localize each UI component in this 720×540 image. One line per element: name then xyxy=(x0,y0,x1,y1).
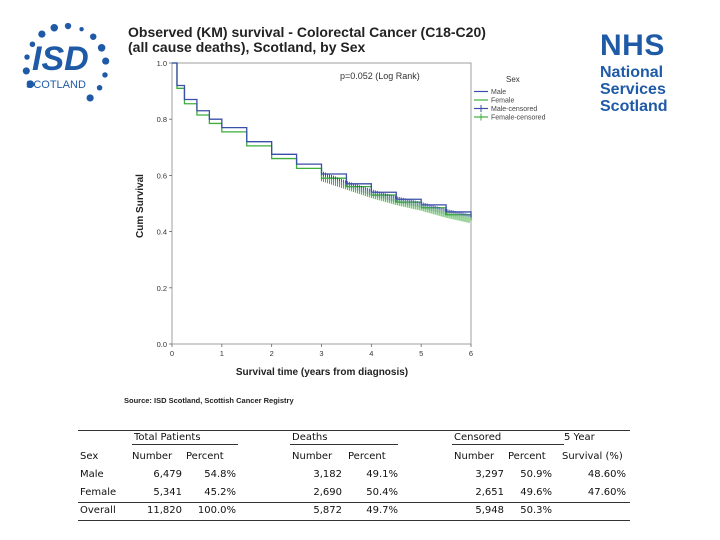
x-axis-label: Survival time (years from diagnosis) xyxy=(236,367,408,378)
y-axis-label: Cum Survival xyxy=(135,174,146,238)
table-cell: 50.9% xyxy=(520,469,552,480)
logo-dot xyxy=(96,84,103,91)
group-header-censored: Censored xyxy=(454,432,502,443)
censored-underline xyxy=(452,444,564,445)
table-cell: 49.1% xyxy=(366,469,398,480)
logo-dot xyxy=(90,33,97,40)
logo-dot xyxy=(79,26,84,32)
plot-area xyxy=(171,62,472,345)
y-tick-label: 0.2 xyxy=(157,284,167,293)
table-cell: 54.8% xyxy=(204,469,236,480)
logo-dot xyxy=(102,57,110,65)
legend-entry: Male xyxy=(491,89,506,96)
col-header: Number xyxy=(292,451,333,462)
logo-dot xyxy=(38,30,46,38)
total-patients-underline xyxy=(132,444,238,445)
logo-dot xyxy=(22,67,30,75)
nhs-nss-logo: NHS National Services Scotland xyxy=(600,28,685,115)
col-header: Percent xyxy=(508,451,546,462)
chart-title-line-1: Observed (KM) survival - Colorectal Canc… xyxy=(128,24,486,40)
chart-title-line-2: (all cause deaths), Scotland, by Sex xyxy=(128,39,366,55)
logo-dot xyxy=(50,23,59,32)
table-cell: 5,341 xyxy=(153,487,182,498)
group-header-5yr: 5 Year xyxy=(564,432,595,443)
x-tick-label: 6 xyxy=(469,349,473,358)
logo-dot xyxy=(97,44,106,52)
censored-marks-female xyxy=(321,175,470,223)
table-cell: 45.2% xyxy=(204,487,236,498)
row-label: Female xyxy=(80,487,117,498)
logo-dot xyxy=(102,72,108,78)
table-cell: 6,479 xyxy=(153,469,182,480)
x-tick-label: 1 xyxy=(220,349,224,358)
series-line-male xyxy=(172,62,472,218)
deaths-underline xyxy=(290,444,398,445)
col-header: Number xyxy=(132,451,173,462)
table-cell: 49.6% xyxy=(520,487,552,498)
y-tick-label: 0.6 xyxy=(157,171,167,180)
table-bottom-rule xyxy=(78,520,630,521)
nhs-logo-line: National xyxy=(600,64,664,81)
series-layer xyxy=(172,62,472,223)
col-header: Sex xyxy=(80,451,99,462)
table-cell: 48.60% xyxy=(587,469,626,480)
p-value-annotation: p=0.052 (Log Rank) xyxy=(340,71,420,81)
table-cell: 3,297 xyxy=(475,469,504,480)
legend-entry: Female-censored xyxy=(491,115,546,122)
nhs-logo-word: NHS xyxy=(600,29,665,62)
logo-dot xyxy=(86,94,94,102)
logo-dot xyxy=(26,80,35,88)
isd-logo-letters: ISD xyxy=(32,40,89,78)
row-label: Overall xyxy=(80,505,116,516)
nhs-logo-line: Scotland xyxy=(600,98,668,115)
isd-scotland-logo: ISD SCOTLAND xyxy=(18,20,118,115)
legend-title: Sex xyxy=(506,75,520,84)
col-header: Number xyxy=(454,451,495,462)
y-tick-label: 0.4 xyxy=(157,228,167,237)
x-tick-label: 5 xyxy=(419,349,423,358)
table-cell: 5,872 xyxy=(313,505,342,516)
table-cell: 49.7% xyxy=(366,505,398,516)
table-cell: 2,651 xyxy=(475,487,504,498)
isd-logo-subtitle: SCOTLAND xyxy=(26,79,86,91)
nhs-logo-line: Services xyxy=(600,81,666,98)
logo-dot xyxy=(29,41,36,48)
legend-entry: Male-censored xyxy=(491,106,537,113)
group-header-deaths: Deaths xyxy=(292,432,328,443)
overall-rule xyxy=(78,502,630,503)
km-survival-chart: 0.0 0.2 0.4 0.6 0.8 1.0 0 1 2 3 4 5 6 p=0.052 (Log … xyxy=(135,59,546,378)
x-tick-label: 4 xyxy=(369,349,373,358)
col-header: Percent xyxy=(186,451,224,462)
legend-entry: Female xyxy=(491,98,514,105)
logo-dot xyxy=(24,54,30,60)
col-header: Percent xyxy=(348,451,386,462)
y-tick-label: 0.0 xyxy=(157,340,167,349)
table-cell: 3,182 xyxy=(313,469,342,480)
y-tick-label: 0.8 xyxy=(157,115,167,124)
table-cell: 47.60% xyxy=(587,487,626,498)
source-note: Source: ISD Scotland, Scottish Cancer Re… xyxy=(124,396,294,405)
table-cell: 100.0% xyxy=(197,505,236,516)
chart-title: Observed (KM) survival - Colorectal Canc… xyxy=(128,25,528,55)
x-tick-label: 3 xyxy=(319,349,323,358)
table-top-rule xyxy=(78,430,630,431)
table-cell: 11,820 xyxy=(147,505,182,516)
y-axis: 0.0 0.2 0.4 0.6 0.8 1.0 xyxy=(157,59,172,349)
x-tick-label: 2 xyxy=(270,349,274,358)
row-label: Male xyxy=(80,469,104,480)
col-header: Survival (%) xyxy=(562,451,623,462)
group-header-total: Total Patients xyxy=(134,432,201,443)
x-tick-label: 0 xyxy=(170,349,174,358)
table-cell: 2,690 xyxy=(313,487,342,498)
table-cell: 50.3% xyxy=(520,505,552,516)
x-axis: 0 1 2 3 4 5 6 xyxy=(170,344,473,358)
survival-stats-table: Total Patients Deaths Censored 5 Year Se… xyxy=(78,430,630,522)
table-cell: 5,948 xyxy=(475,505,504,516)
logo-dot xyxy=(64,22,72,30)
y-tick-label: 1.0 xyxy=(157,59,167,68)
table-cell: 50.4% xyxy=(366,487,398,498)
